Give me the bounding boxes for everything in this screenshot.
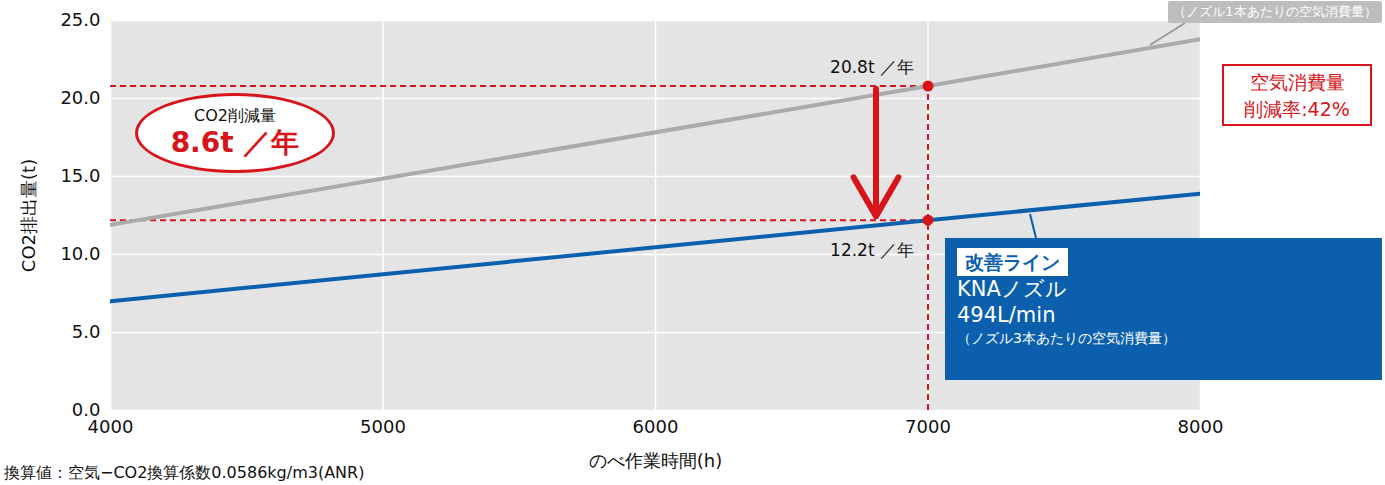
html-text:換算値：空気−CO2換算係数0.0586kg/m3(ANR): 換算値：空気−CO2換算係数0.0586kg/m3(ANR) bbox=[4, 463, 365, 482]
html-text:KNAノズル: KNAノズル bbox=[957, 277, 1067, 301]
html-text:（ノズル3本あたりの空気消費量）: （ノズル3本あたりの空気消費量） bbox=[957, 330, 1176, 346]
svg-text:12.2t ／年: 12.2t ／年 bbox=[830, 240, 914, 260]
svg-text:4000: 4000 bbox=[88, 416, 134, 437]
svg-text:20.0: 20.0 bbox=[60, 87, 100, 108]
html-text:削減率:42%: 削減率:42% bbox=[1244, 98, 1350, 120]
svg-text:5.0: 5.0 bbox=[72, 321, 101, 342]
html-text:494L/min: 494L/min bbox=[957, 303, 1056, 327]
svg-text:6000: 6000 bbox=[633, 416, 679, 437]
svg-text:7000: 7000 bbox=[905, 416, 951, 437]
svg-text:0.0: 0.0 bbox=[71, 399, 101, 421]
html-text:改善ライン: 改善ライン bbox=[965, 251, 1060, 273]
html-text:8.6t ／年: 8.6t ／年 bbox=[170, 126, 300, 159]
svg-text:15.0: 15.0 bbox=[60, 165, 100, 186]
svg-text:8000: 8000 bbox=[1178, 416, 1224, 437]
html-text:（ノズル1本あたりの空気消費量）: （ノズル1本あたりの空気消費量） bbox=[1173, 4, 1377, 19]
svg-text:5000: 5000 bbox=[360, 416, 406, 437]
svg-text:10.0: 10.0 bbox=[60, 243, 100, 264]
svg-text:20.8t ／年: 20.8t ／年 bbox=[830, 57, 914, 77]
svg-text:25.0: 25.0 bbox=[60, 9, 100, 30]
html-text:空気消費量: 空気消費量 bbox=[1249, 71, 1345, 93]
svg-text:CO2排出量(t): CO2排出量(t) bbox=[18, 159, 39, 272]
svg-text:のべ作業時間(h): のべ作業時間(h) bbox=[589, 450, 722, 471]
html-text:CO2削減量: CO2削減量 bbox=[194, 106, 276, 125]
